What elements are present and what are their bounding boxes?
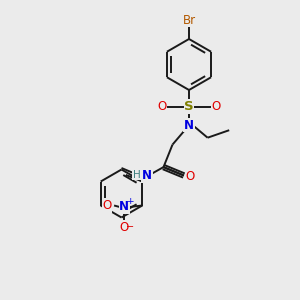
Text: H: H — [133, 170, 140, 180]
Text: N: N — [119, 200, 129, 214]
Text: O: O — [185, 170, 194, 184]
Text: O: O — [103, 199, 112, 212]
Text: −: − — [126, 222, 134, 233]
Text: +: + — [126, 197, 134, 206]
Text: O: O — [120, 221, 129, 234]
Text: O: O — [212, 100, 220, 113]
Text: O: O — [158, 100, 166, 113]
Text: N: N — [142, 169, 152, 182]
Text: Br: Br — [182, 14, 196, 27]
Text: N: N — [184, 118, 194, 132]
Text: S: S — [184, 100, 194, 113]
